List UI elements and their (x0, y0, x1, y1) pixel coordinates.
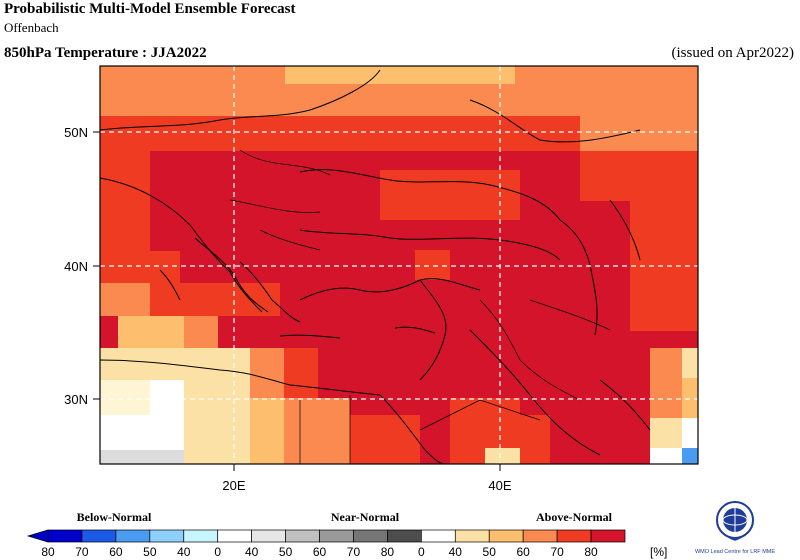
legend-cells (26, 529, 626, 543)
legend-group-label: Above-Normal (536, 510, 613, 524)
center-name: Offenbach (4, 20, 59, 35)
field-patch (250, 348, 284, 398)
legend-tick-label: 50 (279, 545, 293, 559)
legend-tick-label: 60 (109, 545, 123, 559)
chart-title: Probabilistic Multi-Model Ensemble Forec… (4, 1, 296, 17)
legend-tick-label: 80 (381, 545, 395, 559)
field-patch (380, 170, 520, 220)
legend-tick-label: 0 (418, 545, 425, 559)
legend-tick-label: 80 (584, 545, 598, 559)
field-patch (682, 378, 698, 418)
field-patch (580, 151, 698, 201)
legend-cell (251, 529, 286, 543)
wmo-globe-icon (716, 501, 754, 541)
field-patch (650, 448, 682, 464)
variable-title: 850hPa Temperature : JJA2022 (4, 45, 207, 61)
legend-cell (81, 529, 117, 543)
lat-tick-label: 30N (64, 392, 88, 407)
field-patch (285, 66, 515, 84)
field-patch (118, 316, 184, 348)
field-patch (150, 380, 184, 415)
legend-tick-label: 40 (449, 545, 463, 559)
legend-cell (149, 529, 185, 543)
field-patch (682, 348, 698, 378)
legend-tick-label: 70 (347, 545, 361, 559)
lon-tick-label: 40E (488, 478, 511, 493)
legend-tick-label: 70 (550, 545, 564, 559)
field-patch (284, 398, 350, 464)
legend-cell (522, 529, 558, 543)
field-patch (682, 418, 698, 448)
field-patch (100, 415, 184, 450)
legend-tick-labels: 80 70 60 50 40 0 40 50 60 70 80 0 40 50 60 70 80 (41, 545, 598, 559)
field-patch (284, 348, 318, 398)
field-patch (184, 316, 218, 348)
lat-tick-label: 40N (64, 259, 88, 274)
legend-tick-label: 60 (516, 545, 530, 559)
field-patch (100, 380, 150, 415)
field-patch (100, 450, 184, 464)
legend-cell (556, 529, 592, 543)
legend-cell (319, 529, 354, 543)
legend-cell (115, 529, 151, 543)
field-patch (350, 415, 420, 464)
legend-cell (47, 529, 83, 543)
legend-group-label: Below-Normal (77, 510, 152, 524)
coastlines (100, 69, 651, 464)
issued-date: (issued on Apr2022) (671, 45, 795, 61)
legend-cell (217, 529, 252, 543)
legend-tick-label: 80 (41, 545, 55, 559)
lat-tick-label: 50N (64, 125, 88, 140)
field-patch (100, 151, 150, 251)
legend-cell (590, 529, 626, 543)
axis-ticks (93, 131, 501, 471)
field-patch (184, 398, 250, 464)
logo-text: WMO Lead Centre for LRF MME (695, 549, 775, 555)
map-frame (99, 65, 699, 465)
legend-group-label: Near-Normal (331, 510, 400, 524)
legend-cell (285, 529, 320, 543)
borders (229, 149, 611, 464)
legend-cell (421, 529, 456, 543)
forecast-map: 50N 40N 30N 20E 40E (64, 65, 699, 493)
gridlines (100, 66, 698, 464)
legend-tick-label: 60 (313, 545, 327, 559)
legend-arrow-left (26, 529, 49, 543)
field-patch (520, 415, 550, 464)
legend-tick-label: 40 (245, 545, 259, 559)
field-patch (682, 448, 698, 464)
legend-cell (488, 529, 524, 543)
field-patch (580, 116, 698, 151)
field-patch (415, 250, 450, 280)
legend-cell (353, 529, 388, 543)
legend-cell (454, 529, 490, 543)
legend-tick-label: 50 (143, 545, 157, 559)
legend-tick-label: 50 (483, 545, 497, 559)
field-patch (250, 398, 284, 464)
lon-tick-label: 20E (222, 478, 245, 493)
legend-unit: [%] (650, 545, 667, 559)
legend-tick-label: 40 (177, 545, 191, 559)
field-patch (100, 283, 150, 316)
legend-cell (387, 529, 422, 543)
legend-tick-label: 0 (214, 545, 221, 559)
legend-tick-label: 70 (75, 545, 89, 559)
legend-cell (183, 529, 219, 543)
